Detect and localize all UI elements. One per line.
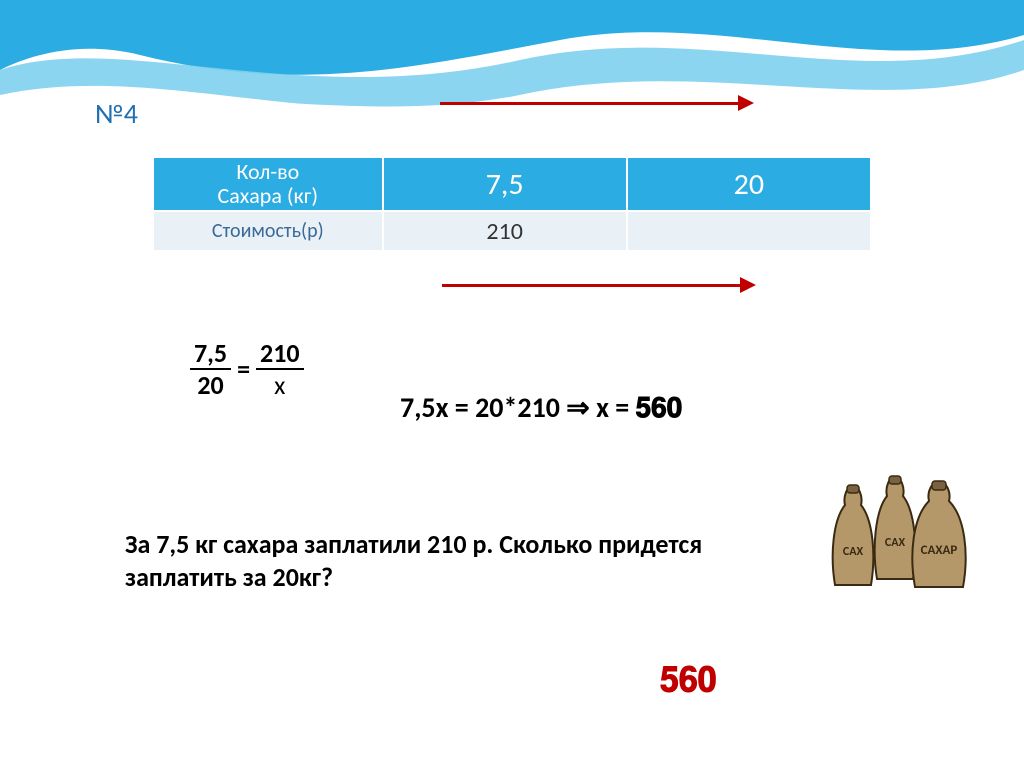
problem-number: №4 bbox=[95, 96, 138, 131]
wave-header bbox=[0, 0, 1024, 130]
table-row: Стоимость(р) 210 bbox=[153, 211, 871, 251]
arrow-top-head bbox=[738, 95, 754, 111]
table-cell-cost-val1: 210 bbox=[383, 211, 627, 251]
table-row: Кол-воСахара (кг) 7,5 20 bbox=[153, 157, 871, 211]
arrow-top bbox=[440, 102, 740, 105]
arrow-bottom bbox=[442, 284, 742, 287]
question-text: За 7,5 кг сахара заплатили 210 р. Скольк… bbox=[125, 528, 765, 593]
table-header-val1: 7,5 bbox=[383, 157, 627, 211]
answer-value: 𝟓𝟔𝟎 bbox=[660, 660, 717, 701]
sugar-sacks-icon: САХ САХ САХАР bbox=[825, 455, 995, 590]
table-cell-cost-label: Стоимость(р) bbox=[153, 211, 383, 251]
equals-sign: = bbox=[237, 353, 250, 385]
table-header-qty: Кол-воСахара (кг) bbox=[153, 157, 383, 211]
svg-text:САХ: САХ bbox=[843, 545, 864, 559]
equation: 7,5x = 20*210 ⇒ х = 𝟓𝟔𝟎 bbox=[400, 390, 682, 425]
table-header-val2: 20 bbox=[627, 157, 871, 211]
svg-text:САХ: САХ bbox=[885, 536, 906, 550]
table-cell-cost-val2 bbox=[627, 211, 871, 251]
fraction-right: 210 х bbox=[256, 340, 304, 398]
proportion: 7,5 20 = 210 х bbox=[190, 340, 304, 398]
data-table: Кол-воСахара (кг) 7,5 20 Стоимость(р) 21… bbox=[152, 156, 872, 252]
fraction-left: 7,5 20 bbox=[190, 340, 231, 398]
arrow-bottom-head bbox=[740, 277, 756, 293]
svg-text:САХАР: САХАР bbox=[921, 543, 958, 558]
